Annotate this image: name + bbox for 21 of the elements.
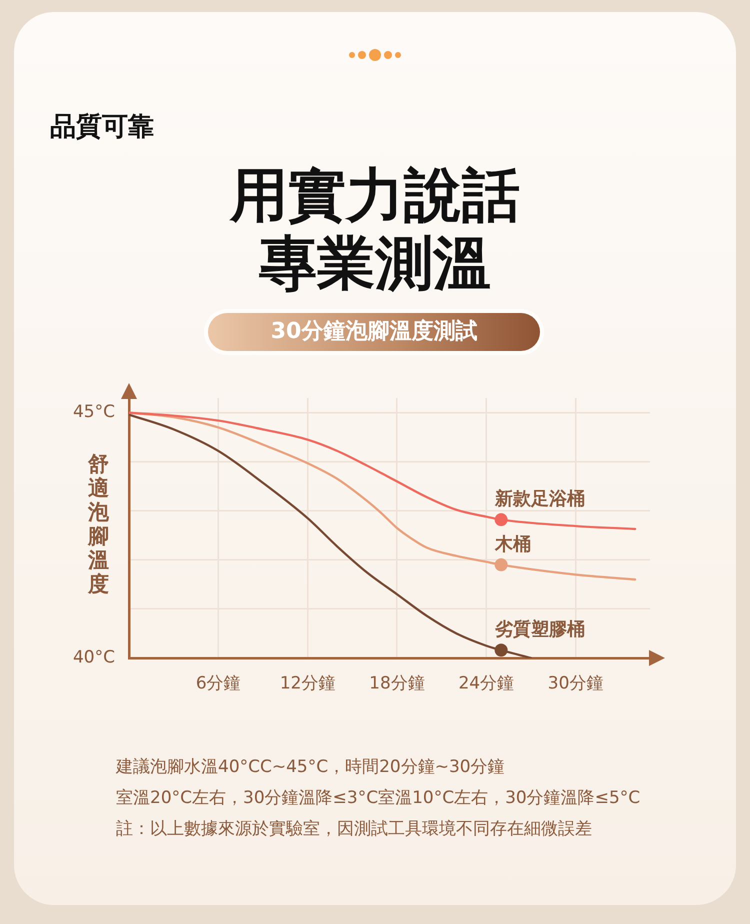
y-tick-label: 45°C [72,402,115,422]
text: 品質可靠 [50,111,154,144]
x-tick-label: 30分鐘 [548,674,604,694]
chart-title: 用實力說話專業測溫 [228,161,521,297]
text: 註：以上數據來源於實驗室，因測試工具環境不同存在細微誤差 [116,818,593,841]
series-label: 木桶 [494,534,532,555]
text: 建議泡腳水溫40°CC~45°C，時間20分鐘~30分鐘 [116,756,506,779]
x-tick-label: 12分鐘 [280,674,336,694]
point [494,513,508,526]
text: 室溫20°C左右，30分鐘溫降≤3°C室溫10°C左右，30分鐘溫降≤5°C [116,787,640,810]
series-label: 劣質塑膠桶 [494,619,586,640]
series-label: 新款足浴桶 [494,488,586,510]
point [494,644,508,657]
line-series [129,412,636,530]
y-axis-title: 舒適泡腳溫度 [87,452,110,596]
point [494,558,508,572]
x-tick-label: 24分鐘 [458,674,514,694]
chart-subtitle: 30分鐘泡腳溫度測試 [270,318,478,346]
y-tick-label: 40°C [72,647,115,668]
x-tick-label: 6分鐘 [196,674,241,694]
x-tick-label: 18分鐘 [369,674,425,694]
